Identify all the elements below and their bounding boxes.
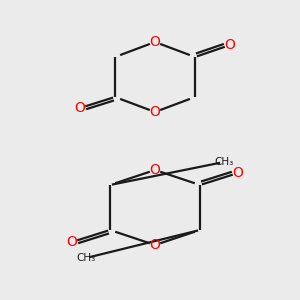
Text: CH₃: CH₃ <box>214 157 234 167</box>
Text: O: O <box>225 38 236 52</box>
Text: CH₃: CH₃ <box>76 253 96 263</box>
Text: O: O <box>67 235 77 249</box>
Text: O: O <box>150 105 160 119</box>
Text: O: O <box>75 101 86 115</box>
Text: O: O <box>150 35 160 49</box>
Text: O: O <box>232 166 243 180</box>
Text: O: O <box>150 238 160 252</box>
Text: O: O <box>150 163 160 177</box>
